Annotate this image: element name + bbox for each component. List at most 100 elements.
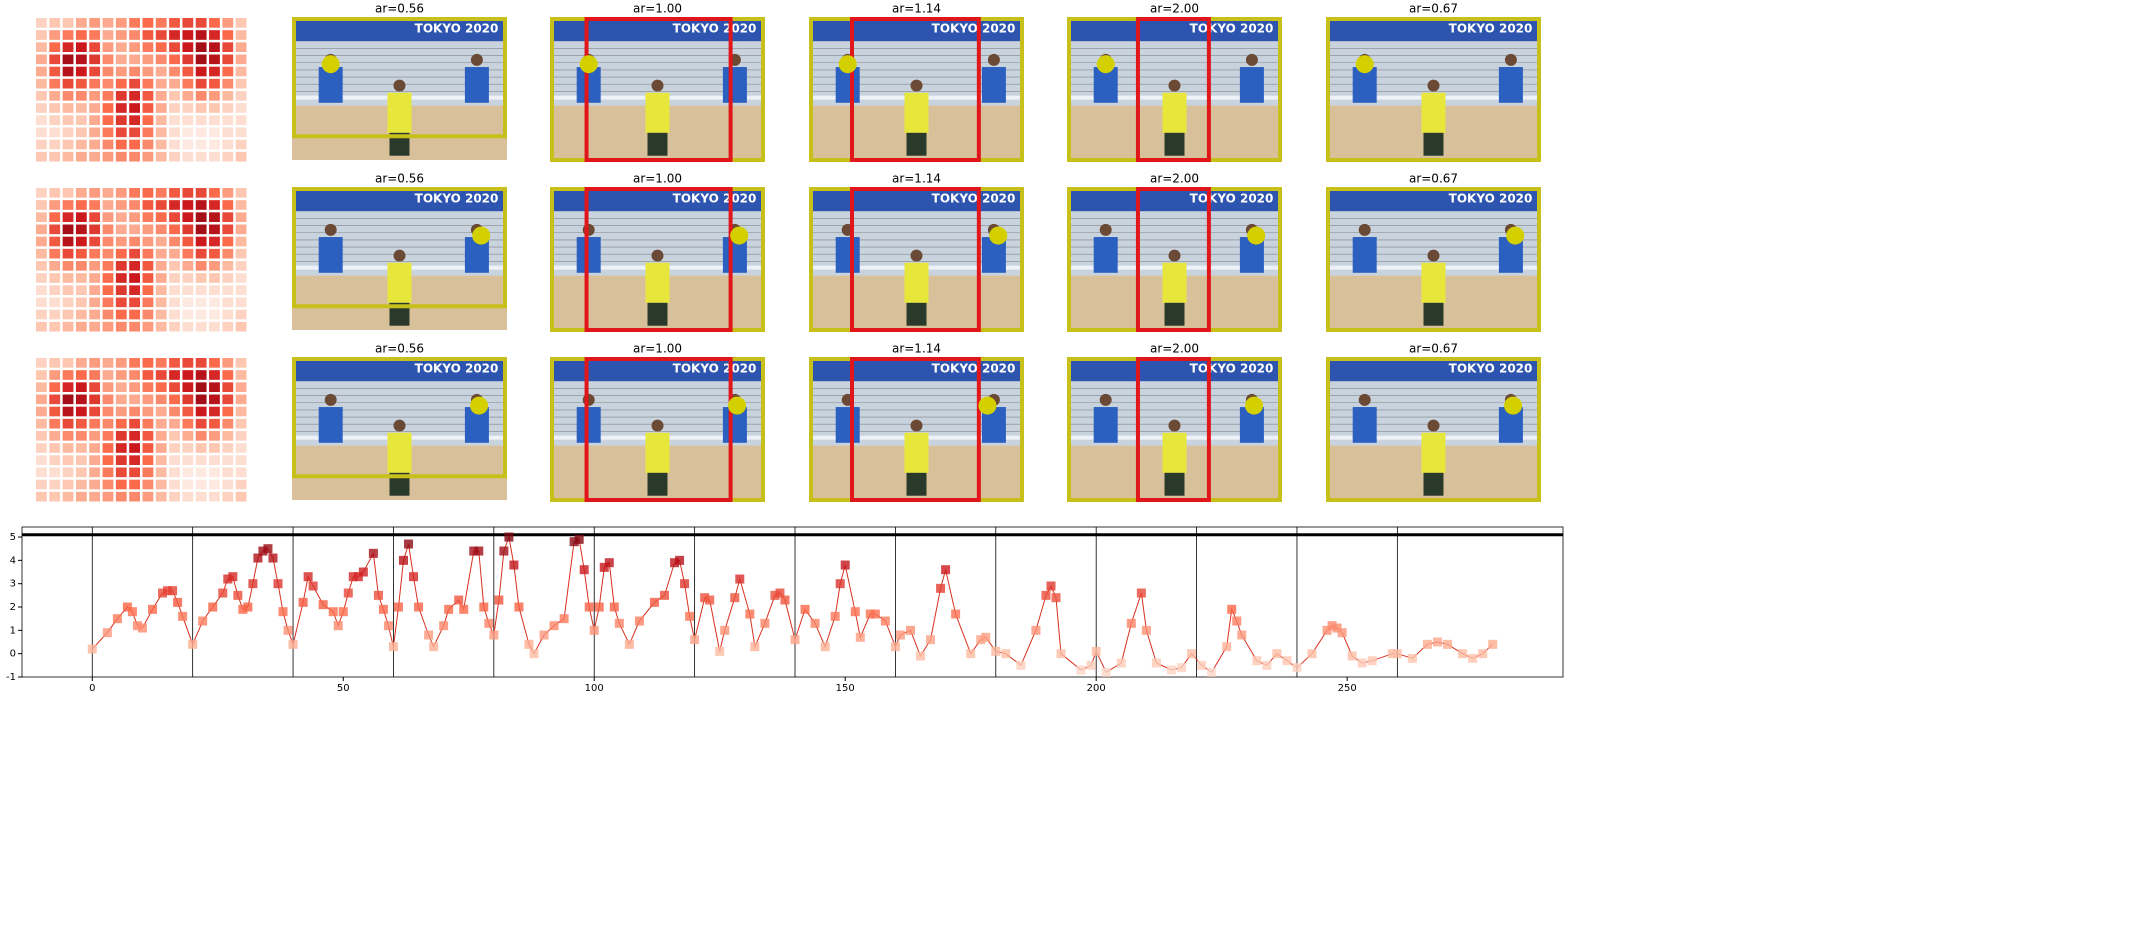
heatmap-cell	[129, 443, 140, 453]
heatmap-cell	[89, 91, 101, 101]
point-marker	[479, 602, 489, 612]
heatmap-cell	[235, 188, 247, 198]
point-marker	[750, 642, 760, 652]
heatmap-cell	[195, 236, 207, 247]
panel-title: ar=0.67	[1409, 2, 1458, 16]
heatmap-cell	[182, 66, 194, 77]
photo: TOKYO 2020	[292, 17, 507, 160]
player-head	[1099, 223, 1112, 236]
heatmap-cell	[36, 103, 47, 113]
heatmap-cell	[155, 103, 167, 113]
heatmap-cell	[155, 479, 167, 490]
heatmap-cell	[195, 103, 207, 113]
heatmap-cell	[235, 139, 247, 150]
heatmap-cell	[169, 224, 180, 235]
point-marker	[1252, 656, 1262, 666]
heatmap-cell	[102, 370, 114, 380]
heatmap-cell	[36, 382, 47, 392]
heatmap-cell	[209, 224, 220, 235]
heatmap-cell	[62, 370, 74, 380]
heatmap-cell	[142, 248, 154, 259]
banner-text: TOKYO 2020	[1190, 362, 1274, 376]
point-marker	[604, 558, 614, 568]
banner	[1326, 187, 1541, 212]
heatmap-cell	[222, 394, 234, 405]
point-marker	[378, 604, 388, 614]
heatmap-cell	[142, 479, 154, 490]
heatmap-cell	[115, 370, 127, 380]
point-marker	[1222, 642, 1232, 652]
player-legs	[647, 302, 668, 326]
point-marker	[524, 639, 534, 649]
photo: TOKYO 2020	[550, 187, 765, 332]
point-marker	[735, 574, 745, 584]
heatmap-cell	[142, 261, 154, 271]
heatmap-cell	[89, 309, 101, 320]
heatmap-cell	[195, 309, 207, 320]
heatmap-cell	[195, 30, 207, 40]
player-body	[904, 432, 929, 473]
heatmap-cell	[75, 431, 87, 441]
heatmap-cell	[49, 467, 61, 478]
heatmap-cell	[115, 431, 127, 441]
heatmap-cell	[49, 418, 61, 429]
heatmap-cell	[169, 479, 180, 490]
heatmap-cell	[129, 309, 140, 320]
heatmap-cell	[209, 91, 220, 101]
heatmap-cell	[89, 139, 101, 150]
heatmap-cell	[222, 273, 234, 283]
heatmap-cell	[102, 151, 114, 162]
heatmap-cell	[182, 309, 194, 320]
heatmap-cell	[75, 42, 87, 52]
heatmap-cell	[75, 54, 87, 65]
heatmap-cell	[195, 455, 207, 465]
heatmap-cell	[235, 479, 247, 490]
player-head	[910, 79, 923, 92]
heatmap-cell	[209, 406, 220, 417]
red-box	[850, 357, 981, 502]
heatmap-cell	[222, 42, 234, 52]
player-head	[1168, 419, 1181, 432]
heatmap-cell	[62, 236, 74, 247]
point-marker	[429, 642, 439, 652]
x-tick-label: 200	[1087, 683, 1106, 694]
heatmap-cell	[195, 200, 207, 210]
heatmap-cell	[195, 273, 207, 283]
heatmap-cell	[115, 127, 127, 138]
point-marker	[509, 560, 519, 570]
point-marker	[1187, 649, 1197, 659]
heatmap-cell	[129, 139, 140, 150]
heatmap-cell	[75, 321, 87, 332]
point-marker	[338, 607, 348, 617]
point-marker	[1166, 665, 1176, 675]
heatmap-cell	[36, 54, 47, 65]
heatmap-cell	[169, 406, 180, 417]
heatmap-cell	[102, 78, 114, 89]
heatmap-cell	[49, 479, 61, 490]
heatmap-cell	[115, 103, 127, 113]
point-marker	[1322, 625, 1332, 635]
point-marker	[1488, 639, 1498, 649]
player-head	[393, 79, 406, 92]
point-marker	[258, 546, 268, 556]
heatmap-cell	[155, 382, 167, 392]
point-marker	[253, 553, 263, 563]
heatmap-cell	[129, 115, 140, 125]
heatmap-cell	[235, 151, 247, 162]
heatmap-cell	[182, 382, 194, 392]
heatmap-cell	[235, 443, 247, 453]
heatmap-cell	[129, 394, 140, 405]
heatmap-cell	[142, 91, 154, 101]
heatmap-cell	[115, 455, 127, 465]
heatmap-cell	[155, 224, 167, 235]
heatmap-cell	[155, 309, 167, 320]
heatmap-cell	[89, 188, 101, 198]
heatmap-cell	[89, 382, 101, 392]
heatmap-cell	[155, 127, 167, 138]
point-marker	[810, 618, 820, 628]
banner	[809, 357, 1024, 382]
heatmap-cell	[155, 30, 167, 40]
point-marker	[278, 607, 288, 617]
heatmap-cell	[195, 188, 207, 198]
